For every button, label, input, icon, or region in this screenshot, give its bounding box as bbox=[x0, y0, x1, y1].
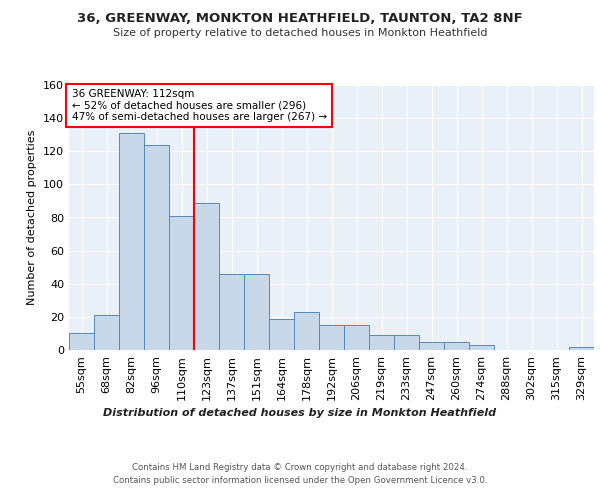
Text: 36 GREENWAY: 112sqm
← 52% of detached houses are smaller (296)
47% of semi-detac: 36 GREENWAY: 112sqm ← 52% of detached ho… bbox=[71, 89, 327, 122]
Bar bbox=[444, 342, 469, 350]
Bar bbox=[244, 274, 269, 350]
Bar bbox=[119, 133, 144, 350]
Bar bbox=[469, 345, 494, 350]
Bar bbox=[269, 318, 294, 350]
Bar bbox=[319, 325, 344, 350]
Bar bbox=[94, 315, 119, 350]
Text: Size of property relative to detached houses in Monkton Heathfield: Size of property relative to detached ho… bbox=[113, 28, 487, 38]
Bar bbox=[69, 334, 94, 350]
Text: Contains public sector information licensed under the Open Government Licence v3: Contains public sector information licen… bbox=[113, 476, 487, 485]
Bar bbox=[169, 216, 194, 350]
Bar bbox=[569, 346, 594, 350]
Y-axis label: Number of detached properties: Number of detached properties bbox=[28, 130, 37, 305]
Text: 36, GREENWAY, MONKTON HEATHFIELD, TAUNTON, TA2 8NF: 36, GREENWAY, MONKTON HEATHFIELD, TAUNTO… bbox=[77, 12, 523, 26]
Text: Contains HM Land Registry data © Crown copyright and database right 2024.: Contains HM Land Registry data © Crown c… bbox=[132, 462, 468, 471]
Bar bbox=[194, 202, 219, 350]
Bar bbox=[344, 325, 369, 350]
Bar bbox=[144, 144, 169, 350]
Bar bbox=[419, 342, 444, 350]
Bar bbox=[369, 335, 394, 350]
Bar bbox=[219, 274, 244, 350]
Bar bbox=[394, 335, 419, 350]
Text: Distribution of detached houses by size in Monkton Heathfield: Distribution of detached houses by size … bbox=[103, 408, 497, 418]
Bar bbox=[294, 312, 319, 350]
